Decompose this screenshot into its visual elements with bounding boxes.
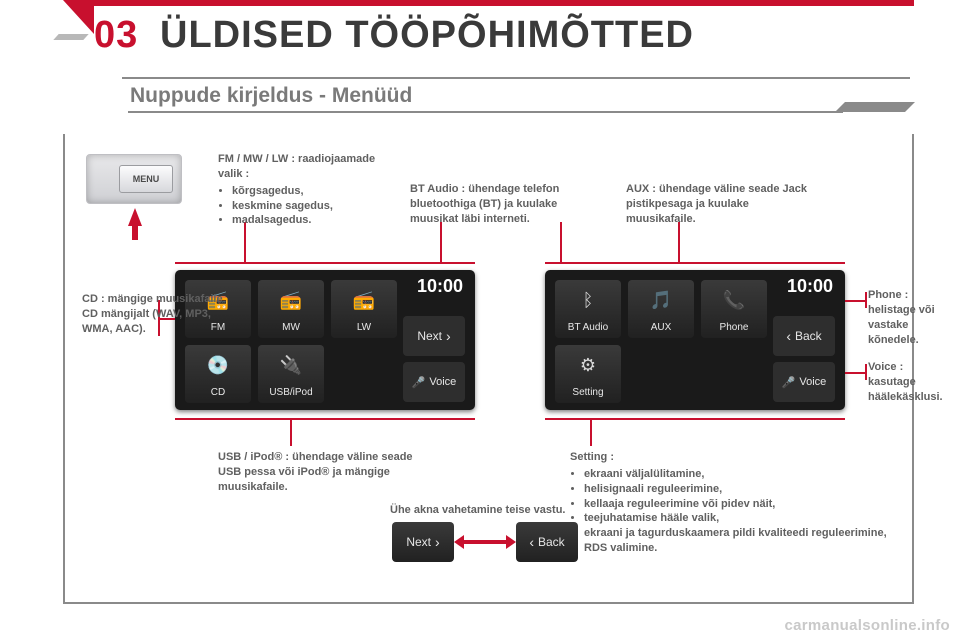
callout-stem: [865, 364, 867, 380]
subtitle-rule-top: [122, 77, 910, 79]
callout-bar: [175, 262, 475, 264]
tile-usb-ipod[interactable]: 🔌 USB/iPod: [258, 345, 324, 403]
ipod-icon: 🔌: [276, 352, 306, 378]
subtitle-wedge: [835, 102, 915, 112]
tile-setting[interactable]: ⚙ Setting: [555, 345, 621, 403]
callout-bar: [845, 300, 865, 302]
callout-stem: [678, 222, 680, 262]
callout-bar: [545, 262, 845, 264]
anno-setting-item: kellaaja reguleerimine või pidev näit,: [584, 497, 890, 512]
tile-label: BT Audio: [568, 322, 608, 333]
anno-voice: Voice : kasutage häälekäsklusi.: [868, 360, 952, 405]
tile-cd[interactable]: 💿 CD: [185, 345, 251, 403]
nav-label: Next: [417, 329, 442, 343]
tile-phone[interactable]: 📞 Phone: [701, 280, 767, 338]
anno-cd: CD : mängige muusikafaile CD mängijalt (…: [82, 292, 240, 337]
anno-setting-item: ekraani ja tagurduskaamera pildi kvalite…: [584, 526, 890, 541]
callout-stem: [865, 292, 867, 308]
swap-double-arrow-icon: [462, 540, 508, 544]
anno-phone: Phone : helistage või vastake kõnedele.: [868, 288, 952, 347]
callout-arrow-stem: [132, 224, 138, 240]
swap-caption: Ühe akna vahetamine teise vastu.: [390, 503, 590, 518]
subtitle-rule-bottom: [128, 111, 843, 113]
callout-stem: [290, 418, 292, 446]
touchscreen-panel-left: 10:00 📻FM 📻MW 📻LW 💿CD 🔌USB/iPod Next› 🎤V…: [175, 270, 475, 410]
anno-aux: AUX : ühendage väline seade Jack pistikp…: [626, 182, 816, 227]
anno-fm-item: madalsagedus.: [232, 213, 398, 228]
mic-icon: 🎤: [412, 376, 426, 389]
chapter-title: ÜLDISED TÖÖPÕHIMÕTTED: [160, 14, 694, 57]
anno-setting-item: ekraani väljalülitamine,: [584, 467, 890, 482]
tile-aux[interactable]: 🎵 AUX: [628, 280, 694, 338]
header-corner: [63, 0, 94, 34]
anno-fm: FM / MW / LW : raadiojaamade valik : kõr…: [218, 152, 398, 228]
anno-fm-title: FM / MW / LW : raadiojaamade valik :: [218, 153, 375, 180]
chevron-left-icon: ‹: [786, 329, 791, 343]
disc-icon: 💿: [203, 352, 233, 378]
tile-label: AUX: [651, 322, 672, 333]
tile-lw[interactable]: 📻 LW: [331, 280, 397, 338]
mic-icon: 🎤: [782, 376, 796, 389]
anno-fm-item: keskmine sagedus,: [232, 199, 398, 214]
panel-back-button[interactable]: ‹ Back: [773, 316, 835, 356]
jack-icon: 🎵: [646, 287, 676, 313]
tile-label: LW: [357, 322, 371, 333]
touchscreen-panel-right: 10:00 ᛒ BT Audio 🎵 AUX 📞 Phone ⚙ Setting ‹ Ba…: [545, 270, 845, 410]
clock-label: 10:00: [787, 276, 833, 297]
tile-label: Setting: [572, 387, 603, 398]
callout-bar: [845, 372, 865, 374]
anno-fm-item: kõrgsagedus,: [232, 184, 398, 199]
callout-stem: [440, 222, 442, 262]
clock-label: 10:00: [417, 276, 463, 297]
phone-icon: 📞: [719, 287, 749, 313]
bluetooth-icon: ᛒ: [573, 287, 603, 313]
tile-bt-audio[interactable]: ᛒ BT Audio: [555, 280, 621, 338]
swap-back-label: Back: [538, 535, 565, 549]
radio-icon: 📻: [276, 287, 306, 313]
callout-bar: [175, 418, 475, 420]
chevron-left-icon: ‹: [529, 535, 534, 549]
voice-label: Voice: [799, 376, 826, 388]
panel-voice-button[interactable]: 🎤Voice: [403, 362, 465, 402]
tile-label: USB/iPod: [269, 387, 312, 398]
anno-setting: Setting : ekraani väljalülitamine, helis…: [570, 450, 890, 556]
tile-label: Phone: [720, 322, 749, 333]
panel-next-button[interactable]: Next ›: [403, 316, 465, 356]
swap-back-button[interactable]: ‹ Back: [516, 522, 578, 562]
section-subtitle: Nuppude kirjeldus - Menüüd: [130, 84, 412, 108]
gear-icon: ⚙: [573, 352, 603, 378]
header-under-accent: [53, 34, 88, 40]
anno-setting-title: Setting :: [570, 451, 614, 463]
tile-label: MW: [282, 322, 300, 333]
voice-label: Voice: [429, 376, 456, 388]
header-accent-bar: [94, 0, 914, 6]
menu-button-label: MENU: [133, 174, 160, 184]
chevron-right-icon: ›: [435, 535, 440, 549]
tile-label: CD: [211, 387, 225, 398]
menu-button-photo: MENU: [86, 154, 182, 204]
callout-stem: [590, 418, 592, 446]
menu-hardware-button[interactable]: MENU: [119, 165, 173, 193]
anno-setting-item: teejuhatamise hääle valik,: [584, 511, 890, 526]
tile-mw[interactable]: 📻 MW: [258, 280, 324, 338]
swap-next-button[interactable]: Next ›: [392, 522, 454, 562]
chapter-number: 03: [94, 14, 138, 57]
tile-grid-right: ᛒ BT Audio 🎵 AUX 📞 Phone: [555, 280, 767, 338]
swap-next-label: Next: [406, 535, 431, 549]
anno-setting-item: helisignaali reguleerimine,: [584, 482, 890, 497]
panel-voice-button[interactable]: 🎤Voice: [773, 362, 835, 402]
nav-label: Back: [795, 329, 822, 343]
radio-icon: 📻: [349, 287, 379, 313]
anno-setting-item: RDS valimine.: [584, 541, 890, 556]
anno-bt: BT Audio : ühendage telefon bluetoothiga…: [410, 182, 600, 227]
chevron-right-icon: ›: [446, 329, 451, 343]
anno-usb: USB / iPod® : ühendage väline seade USB …: [218, 450, 418, 495]
callout-stem: [560, 222, 562, 262]
watermark: carmanualsonline.info: [785, 617, 951, 634]
